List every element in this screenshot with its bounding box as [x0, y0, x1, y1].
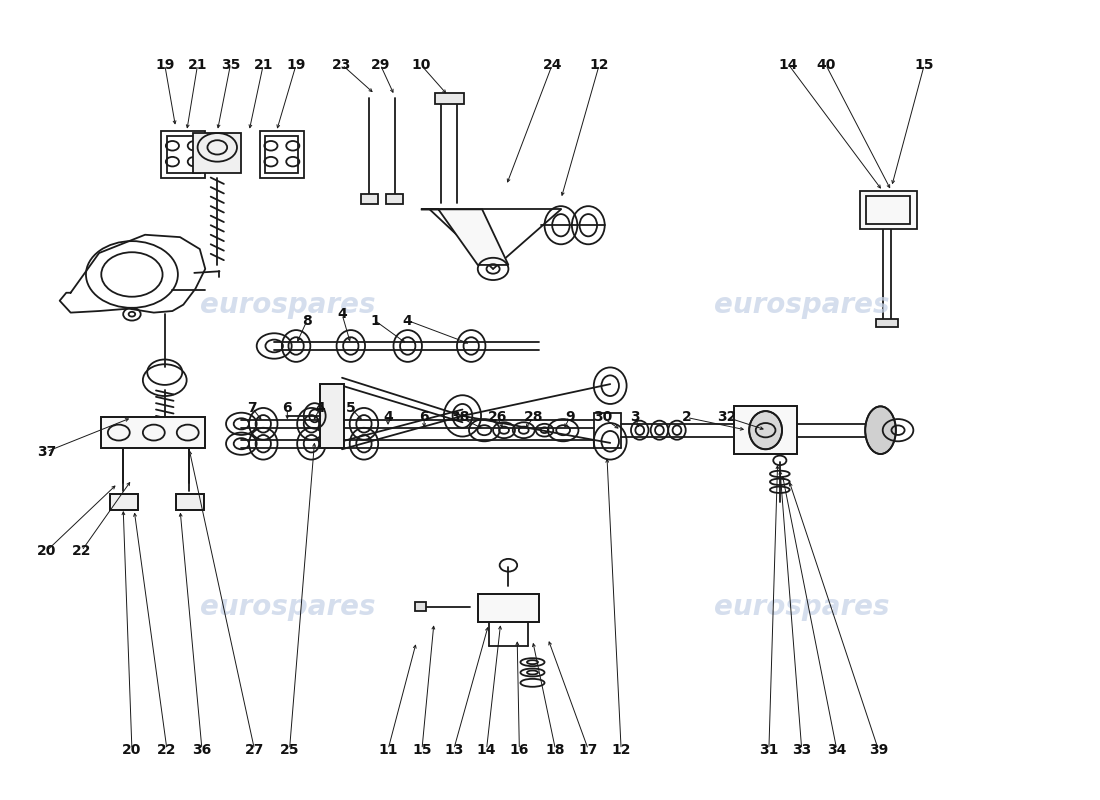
Bar	[734, 406, 798, 454]
Text: 23: 23	[332, 58, 352, 72]
Bar	[110, 494, 139, 510]
Polygon shape	[421, 210, 508, 265]
Text: 6: 6	[419, 410, 429, 425]
Text: 30: 30	[593, 410, 613, 425]
Text: 19: 19	[286, 58, 306, 72]
Text: 1: 1	[370, 314, 379, 327]
Text: 9: 9	[565, 410, 574, 425]
Text: 4: 4	[383, 410, 393, 425]
Bar	[361, 194, 378, 204]
Text: 19: 19	[155, 58, 175, 72]
Bar	[167, 136, 200, 173]
Text: 29: 29	[371, 58, 390, 72]
Text: eurospares: eurospares	[199, 593, 375, 621]
Text: 17: 17	[579, 742, 598, 757]
Text: 12: 12	[590, 58, 609, 72]
Text: 4: 4	[403, 314, 412, 327]
Text: 20: 20	[122, 742, 142, 757]
Text: eurospares: eurospares	[714, 290, 890, 318]
Text: 15: 15	[412, 742, 431, 757]
Bar	[176, 494, 205, 510]
Bar	[110, 494, 139, 510]
Text: 21: 21	[253, 58, 273, 72]
Text: 3: 3	[630, 410, 640, 425]
Text: 16: 16	[509, 742, 529, 757]
Text: 6: 6	[283, 401, 293, 415]
Text: eurospares: eurospares	[199, 290, 375, 318]
Bar	[101, 418, 206, 448]
Bar	[162, 131, 206, 178]
Text: 14: 14	[476, 742, 496, 757]
Text: 8: 8	[302, 314, 312, 327]
Text: 31: 31	[759, 742, 779, 757]
Bar	[265, 136, 298, 173]
Text: 32: 32	[717, 410, 737, 425]
Bar	[734, 406, 798, 454]
Text: 33: 33	[792, 742, 812, 757]
Text: 36: 36	[192, 742, 211, 757]
Text: 12: 12	[612, 742, 631, 757]
Bar	[876, 319, 898, 327]
Text: 35: 35	[221, 58, 240, 72]
Text: 38: 38	[451, 410, 470, 425]
Bar	[176, 494, 205, 510]
Text: eurospares: eurospares	[714, 593, 890, 621]
Text: 4: 4	[316, 401, 324, 415]
Ellipse shape	[749, 411, 782, 450]
Text: 4: 4	[338, 307, 346, 321]
Text: 2: 2	[682, 410, 692, 425]
Bar	[477, 594, 539, 622]
Text: 25: 25	[279, 742, 299, 757]
Bar	[320, 384, 344, 448]
Text: 39: 39	[869, 742, 888, 757]
Bar	[436, 94, 463, 105]
Text: 27: 27	[245, 742, 264, 757]
Text: 14: 14	[779, 58, 799, 72]
Text: 22: 22	[157, 742, 177, 757]
Text: 7: 7	[248, 401, 257, 415]
Text: 21: 21	[188, 58, 207, 72]
Text: 26: 26	[487, 410, 507, 425]
Text: 18: 18	[546, 742, 565, 757]
Bar	[416, 602, 427, 611]
Text: 15: 15	[914, 58, 934, 72]
Text: 10: 10	[411, 58, 430, 72]
Bar	[477, 594, 539, 622]
Text: 5: 5	[345, 401, 355, 415]
Text: 37: 37	[37, 445, 56, 458]
Text: 13: 13	[444, 742, 463, 757]
Ellipse shape	[866, 406, 895, 454]
Text: 34: 34	[827, 742, 846, 757]
Text: 40: 40	[816, 58, 836, 72]
Bar	[101, 418, 206, 448]
Text: 11: 11	[378, 742, 398, 757]
Bar	[320, 384, 344, 448]
Text: 28: 28	[524, 410, 543, 425]
Text: 20: 20	[37, 544, 56, 558]
Text: 24: 24	[542, 58, 562, 72]
Text: 22: 22	[72, 544, 91, 558]
Bar	[860, 191, 916, 229]
Bar	[194, 133, 241, 173]
Bar	[260, 131, 304, 178]
Bar	[386, 194, 404, 204]
Bar	[867, 196, 910, 225]
